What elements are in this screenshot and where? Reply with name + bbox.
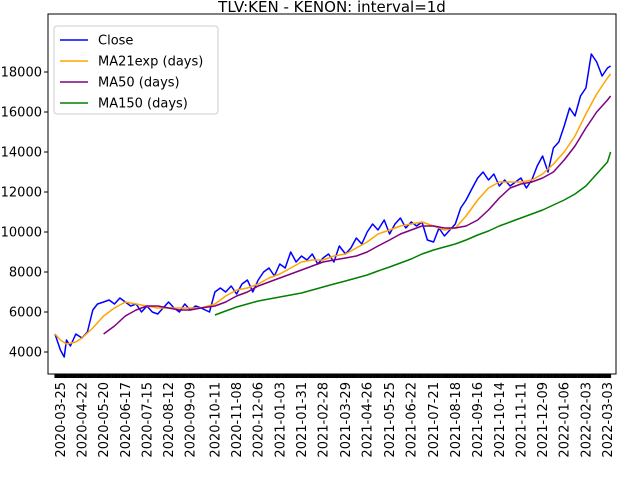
y-tick-label: 12000 [1, 186, 42, 201]
chart-title: TLV:KEN - KENON: interval=1d [217, 0, 446, 16]
x-tick-label: 2020-09-09 [184, 382, 199, 458]
y-tick-label: 8000 [9, 266, 42, 281]
x-axis: 2020-03-25 2020-04-22 2020-05-20 2020-06-17… [54, 374, 616, 458]
series-line-ma150-days [214, 151, 612, 316]
x-tick-label: 2021-06-22 [405, 382, 420, 458]
legend: Close MA21exp (days) MA50 (days) MA150 (day… [53, 25, 219, 115]
x-tick-label: 2021-08-18 [449, 382, 464, 458]
x-tick-label: 2020-12-06 [252, 382, 267, 458]
y-tick-label: 16000 [1, 106, 42, 121]
y-axis: 4000 6000 8000 10000 12000 14000 16000 18000 [1, 66, 48, 361]
legend-entry-label: MA50 (days) [98, 76, 180, 91]
y-tick-label: 14000 [1, 146, 42, 161]
y-tick-label: 4000 [9, 346, 42, 361]
x-tick-label: 2021-12-09 [536, 382, 551, 458]
x-tick-label: 2021-10-14 [493, 382, 508, 458]
y-tick-label: 10000 [1, 226, 42, 241]
x-tick-label: 2020-03-25 [54, 382, 69, 458]
x-tick-label: 2021-05-25 [383, 382, 398, 458]
x-tick-label: 2022-01-06 [558, 382, 573, 458]
x-tick-label: 2020-06-17 [119, 382, 134, 458]
x-tick-label: 2022-02-03 [579, 382, 594, 458]
series-line-ma50-days [103, 95, 612, 335]
x-tick-label: 2021-03-29 [339, 382, 354, 458]
x-tick-label: 2022-03-03 [601, 382, 616, 458]
x-tick-label: 2020-10-11 [208, 382, 223, 458]
x-tick-label: 2021-07-21 [427, 382, 442, 458]
y-tick-label: 6000 [9, 306, 42, 321]
legend-entry-label: Close [98, 34, 133, 49]
series-line-close [54, 53, 612, 358]
series-line-ma21exp-days [54, 73, 612, 345]
x-tick-label: 2021-01-31 [295, 382, 310, 458]
legend-entry-label: MA150 (days) [98, 97, 188, 112]
x-tick-label: 2020-07-15 [140, 382, 155, 458]
legend-box [53, 25, 219, 115]
x-tick-label: 2021-02-28 [317, 382, 332, 458]
x-tick-label: 2021-11-11 [514, 382, 529, 458]
x-tick-label: 2020-05-20 [97, 382, 112, 458]
x-tick-label: 2020-04-22 [76, 382, 91, 458]
y-tick-label: 18000 [1, 66, 42, 81]
x-tick-label: 2021-01-03 [273, 382, 288, 458]
legend-entry-label: MA21exp (days) [98, 55, 203, 70]
x-tick-label: 2020-11-08 [230, 382, 245, 458]
plot-lines [54, 53, 612, 358]
x-tick-label: 2021-09-16 [471, 382, 486, 458]
x-tick-label: 2020-08-12 [162, 382, 177, 458]
x-tick-label: 2021-04-26 [361, 382, 376, 458]
